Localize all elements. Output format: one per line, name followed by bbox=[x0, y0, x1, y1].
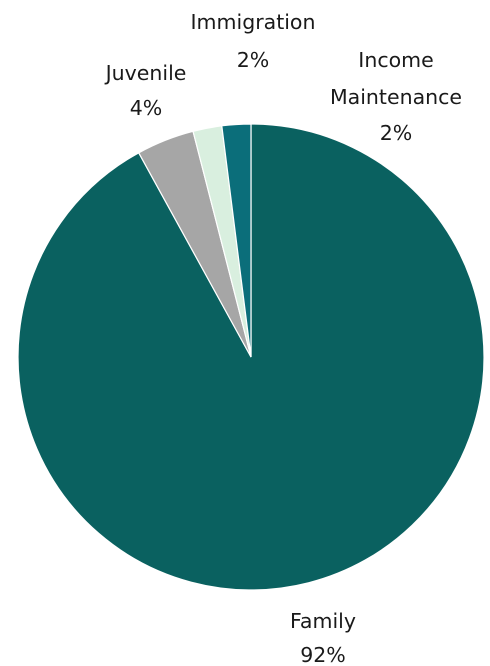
pie-slices bbox=[17, 123, 485, 591]
slice-label-immigration: Immigration bbox=[191, 10, 316, 34]
slice-label-juvenile: Juvenile bbox=[104, 61, 187, 85]
slice-value-juvenile: 4% bbox=[130, 96, 163, 120]
slice-value-immigration: 2% bbox=[237, 48, 270, 72]
pie-slice-income-maintenance bbox=[221, 123, 252, 358]
slice-value-income-maintenance: 2% bbox=[380, 121, 413, 145]
slice-label-family: Family bbox=[290, 609, 356, 633]
slice-label-income-maintenance-line2: Maintenance bbox=[330, 85, 462, 109]
slice-value-family: 92% bbox=[300, 643, 346, 666]
slice-label-income-maintenance-line1: Income bbox=[358, 48, 433, 72]
